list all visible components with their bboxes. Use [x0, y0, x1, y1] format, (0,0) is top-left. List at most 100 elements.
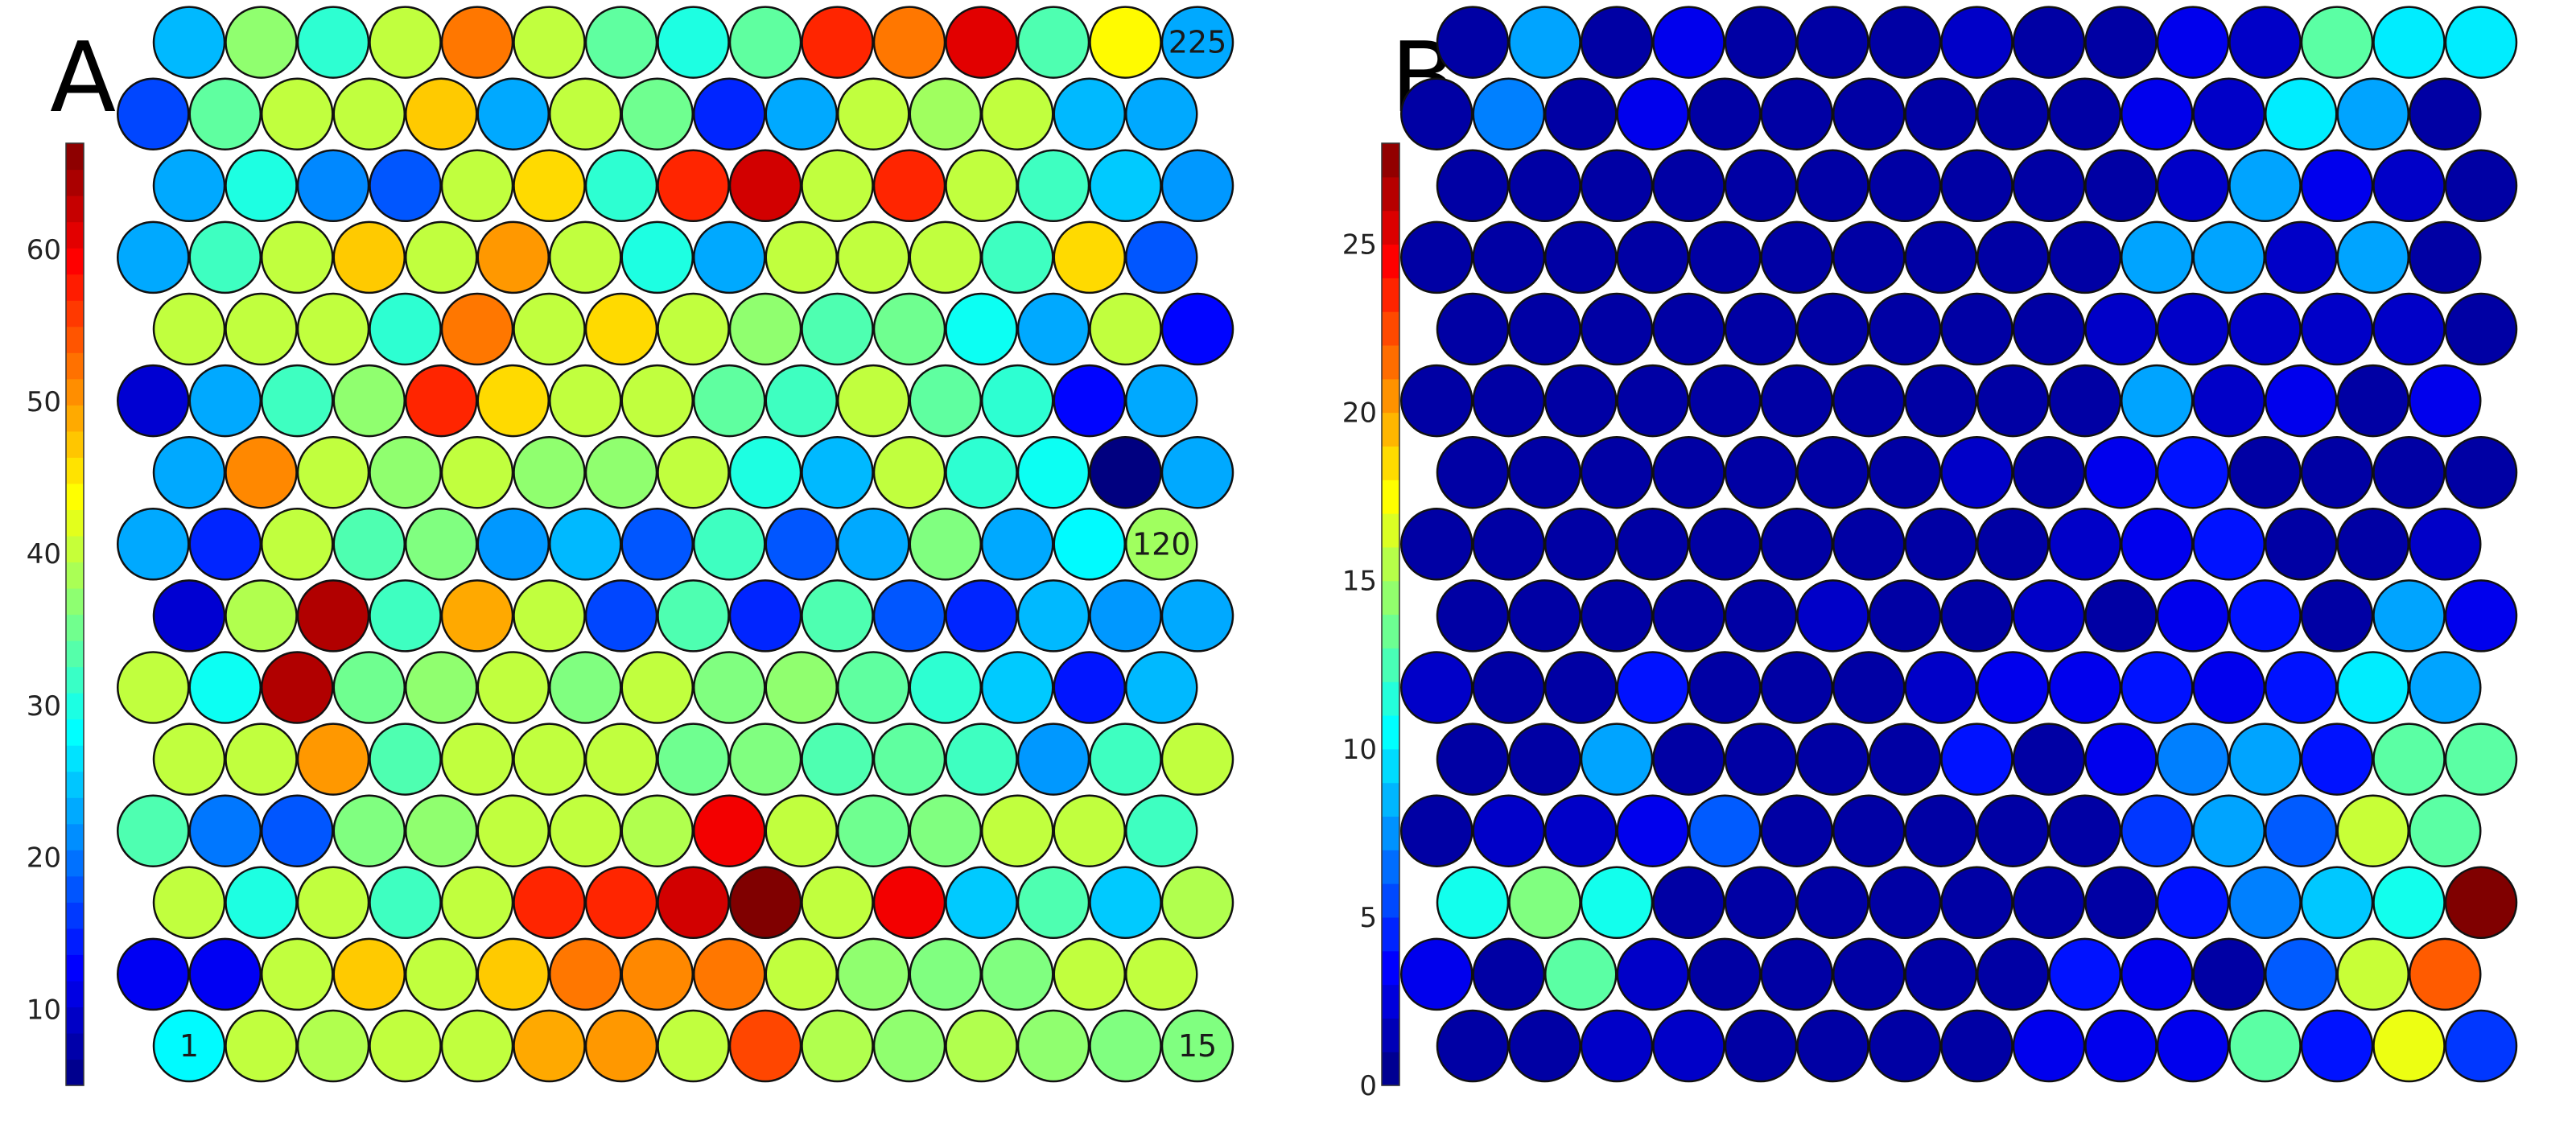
som-node	[2444, 579, 2518, 653]
som-node	[1760, 937, 1833, 1011]
som-node	[801, 149, 874, 223]
colorbar-level	[66, 221, 84, 249]
node-number-label: 1	[179, 1028, 199, 1064]
som-node	[837, 508, 910, 581]
som-node	[1580, 435, 1654, 509]
som-node	[332, 77, 406, 150]
som-node	[1436, 723, 1510, 796]
som-node	[1016, 149, 1090, 223]
som-node	[728, 292, 802, 366]
som-node	[1400, 220, 1473, 294]
som-node	[801, 1009, 874, 1083]
som-node	[405, 220, 478, 294]
som-node	[1616, 794, 1689, 867]
som-node	[2048, 508, 2121, 581]
som-node	[1760, 794, 1833, 867]
som-node	[1544, 508, 1618, 581]
som-node	[225, 866, 298, 940]
colorbar-level	[1382, 1018, 1399, 1052]
som-node	[2156, 723, 2230, 796]
som-node	[513, 149, 586, 223]
som-node	[1436, 149, 1510, 223]
som-node	[369, 579, 442, 653]
som-node	[1832, 77, 1906, 150]
som-node	[1688, 794, 1762, 867]
som-node	[2048, 794, 2121, 867]
som-node	[2156, 149, 2230, 223]
som-node	[872, 435, 946, 509]
colorbar-frame	[1381, 142, 1400, 1086]
colorbar-level	[66, 535, 84, 563]
colorbar-level	[1382, 278, 1399, 312]
som-node	[476, 651, 550, 724]
som-node	[2048, 364, 2121, 438]
som-grid-a: 1 15 120 225	[117, 6, 1234, 1083]
som-node	[909, 220, 982, 294]
som-node	[620, 220, 694, 294]
som-node	[2372, 292, 2446, 366]
som-node	[2228, 866, 2302, 940]
colorbar-tick-label: 50	[27, 386, 61, 418]
colorbar-tick-label: 20	[1342, 397, 1377, 430]
som-node	[2012, 292, 2086, 366]
colorbar-tick-label: 20	[27, 842, 61, 875]
som-node	[1508, 292, 1581, 366]
som-node	[1400, 77, 1473, 150]
som-node	[1125, 77, 1198, 150]
som-node	[2121, 794, 2194, 867]
som-node	[1832, 794, 1906, 867]
som-node	[837, 937, 910, 1011]
som-node	[1436, 435, 1510, 509]
som-node	[945, 435, 1018, 509]
som-node	[584, 723, 658, 796]
som-node	[620, 651, 694, 724]
som-node	[2121, 220, 2194, 294]
som-node	[2012, 435, 2086, 509]
colorbar-level	[1382, 311, 1399, 346]
som-node	[513, 1009, 586, 1083]
colorbar-level	[66, 483, 84, 510]
som-node	[945, 723, 1018, 796]
som-node	[1053, 220, 1126, 294]
som-node	[549, 508, 622, 581]
som-node	[2265, 794, 2338, 867]
som-node	[2409, 508, 2482, 581]
som-node	[765, 794, 838, 867]
som-node	[657, 292, 730, 366]
som-node	[1652, 723, 1725, 796]
som-node	[1616, 77, 1689, 150]
som-node	[152, 435, 226, 509]
som-node	[1053, 508, 1126, 581]
colorbar-level	[1382, 648, 1399, 682]
som-node	[1544, 77, 1618, 150]
som-node	[2444, 6, 2518, 79]
colorbar-level	[66, 405, 84, 432]
som-node	[1832, 220, 1906, 294]
som-node	[2048, 220, 2121, 294]
som-node	[405, 508, 478, 581]
som-node	[296, 149, 370, 223]
som-node	[225, 579, 298, 653]
som-node	[657, 435, 730, 509]
som-node	[1688, 508, 1762, 581]
som-node	[1688, 77, 1762, 150]
som-node	[1868, 866, 1942, 940]
colorbar-level	[1382, 916, 1399, 952]
som-node	[261, 220, 334, 294]
som-node	[1160, 6, 1234, 79]
colorbar-tick-label: 40	[27, 538, 61, 570]
som-node	[1544, 794, 1618, 867]
som-node	[2228, 149, 2302, 223]
som-node	[1089, 866, 1162, 940]
som-node	[1796, 1009, 1869, 1083]
som-node	[2192, 508, 2265, 581]
som-node	[765, 651, 838, 724]
colorbar-level	[1382, 412, 1399, 447]
som-node	[440, 6, 514, 79]
som-node	[945, 1009, 1018, 1083]
som-node	[1976, 77, 2050, 150]
colorbar-tick-label: 10	[27, 994, 61, 1027]
som-node	[693, 77, 766, 150]
som-node	[549, 651, 622, 724]
som-node	[693, 364, 766, 438]
